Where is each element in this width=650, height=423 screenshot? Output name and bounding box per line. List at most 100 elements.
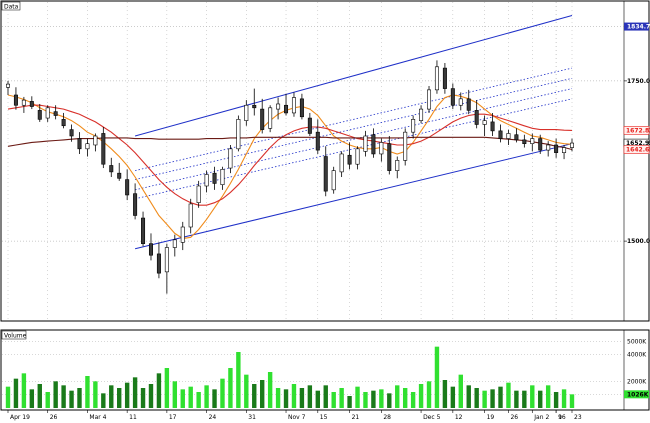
candle-body-5 (45, 107, 50, 119)
volume-bar-56 (450, 386, 456, 408)
candle-body-57 (458, 98, 463, 106)
candle-body-40 (323, 156, 328, 192)
volume-bar-42 (339, 388, 344, 408)
volume-bar-33 (267, 372, 273, 408)
candle-body-41 (331, 170, 336, 191)
price-axis-strip (624, 2, 648, 320)
volume-bar-14 (117, 388, 122, 408)
volume-bar-3 (29, 389, 35, 408)
candle-body-1 (13, 94, 18, 106)
volume-bar-11 (93, 381, 98, 408)
volume-bar-37 (299, 388, 305, 408)
volume-bar-61 (490, 389, 495, 408)
price-tick-badge-0 (624, 22, 649, 31)
volume-bar-38 (307, 385, 313, 408)
candle-body-10 (85, 143, 90, 150)
candle-body-15 (125, 179, 130, 196)
volume-last-badge (624, 390, 649, 399)
last-value-badge-0 (623, 126, 650, 135)
candle-body-25 (204, 174, 209, 187)
candle-body-66 (530, 138, 535, 144)
volume-bar-66 (530, 385, 535, 408)
price-tick-label-0: 1834.7858 (627, 24, 650, 31)
volume-bar-40 (323, 385, 328, 408)
channel-line-1 (135, 67, 573, 172)
volume-bar-26 (212, 389, 217, 408)
volume-bars (5, 346, 575, 408)
volume-bar-30 (244, 374, 249, 408)
candle-body-56 (450, 88, 455, 106)
x-tick-label-11: Dec 5 (423, 414, 441, 421)
volume-bar-49 (395, 385, 400, 408)
volume-bar-54 (434, 346, 440, 408)
x-tick-label-1: 26 (50, 414, 58, 421)
volume-last-label: 1026K (627, 391, 649, 398)
volume-bar-22 (180, 389, 185, 408)
candle-body-61 (490, 121, 495, 132)
channel-line-0 (134, 15, 573, 137)
price-tick-label-1: 1750.00 (627, 78, 650, 85)
candle-body-14 (117, 172, 122, 179)
candle-body-51 (411, 119, 416, 133)
volume-bar-12 (101, 393, 106, 408)
price-tick-label-2: 1500.00 (627, 238, 650, 245)
candle-body-55 (442, 67, 447, 89)
candle-body-44 (355, 148, 360, 165)
candle-body-39 (315, 131, 320, 151)
candle-body-36 (291, 97, 296, 114)
volume-bar-41 (331, 392, 336, 408)
candle-body-48 (387, 143, 392, 171)
candle-body-38 (307, 117, 312, 134)
volume-tick-label-2: 2000K (627, 378, 647, 385)
x-tick-label-5: 24 (209, 414, 217, 421)
channel-lines (134, 15, 573, 250)
volume-bar-21 (172, 381, 178, 408)
last-value-label-0: 1672.82 (626, 127, 650, 134)
volume-bar-23 (188, 386, 193, 408)
volume-bar-58 (466, 385, 471, 408)
volume-bar-43 (347, 396, 352, 408)
channel-line-3 (135, 88, 573, 191)
volume-bar-25 (204, 385, 209, 408)
candle-body-11 (93, 135, 98, 146)
candle-body-23 (188, 203, 193, 228)
candle-body-52 (419, 108, 424, 121)
volume-bar-35 (283, 389, 289, 408)
volume-bar-7 (61, 385, 66, 408)
volume-bar-47 (379, 389, 384, 408)
candle-body-30 (244, 104, 249, 121)
channel-line-5 (134, 143, 573, 250)
candle-body-19 (156, 253, 161, 274)
volume-bar-57 (458, 374, 463, 408)
candle-body-6 (53, 111, 58, 116)
volume-bar-1 (13, 378, 19, 408)
candle-body-20 (164, 247, 169, 273)
candle-body-16 (133, 193, 138, 216)
last-value-label-2: 1642.65 (626, 147, 650, 154)
candle-body-50 (403, 131, 408, 161)
volume-bar-60 (482, 390, 487, 408)
candle-body-34 (276, 103, 281, 110)
candle-body-47 (379, 142, 384, 155)
volume-bar-51 (410, 392, 416, 408)
volume-bar-55 (442, 380, 448, 408)
candle-body-42 (339, 153, 344, 173)
candle-body-9 (77, 138, 82, 150)
volume-bar-29 (236, 352, 241, 408)
candle-body-12 (101, 133, 106, 165)
last-value-badge-2 (623, 145, 650, 154)
candle-body-63 (506, 133, 511, 139)
candle-body-31 (252, 104, 257, 109)
volume-bar-19 (156, 373, 162, 408)
volume-bar-34 (275, 388, 281, 408)
volume-panel-title: Volume (4, 333, 27, 340)
volume-bar-45 (363, 392, 368, 408)
volume-bar-65 (522, 390, 527, 408)
volume-bar-9 (77, 388, 82, 408)
candle-body-71 (569, 142, 574, 148)
candle-body-46 (371, 134, 376, 155)
volume-bar-46 (371, 390, 376, 408)
volume-tick-label-1: 4000K (627, 352, 647, 359)
volume-bar-69 (553, 392, 559, 408)
